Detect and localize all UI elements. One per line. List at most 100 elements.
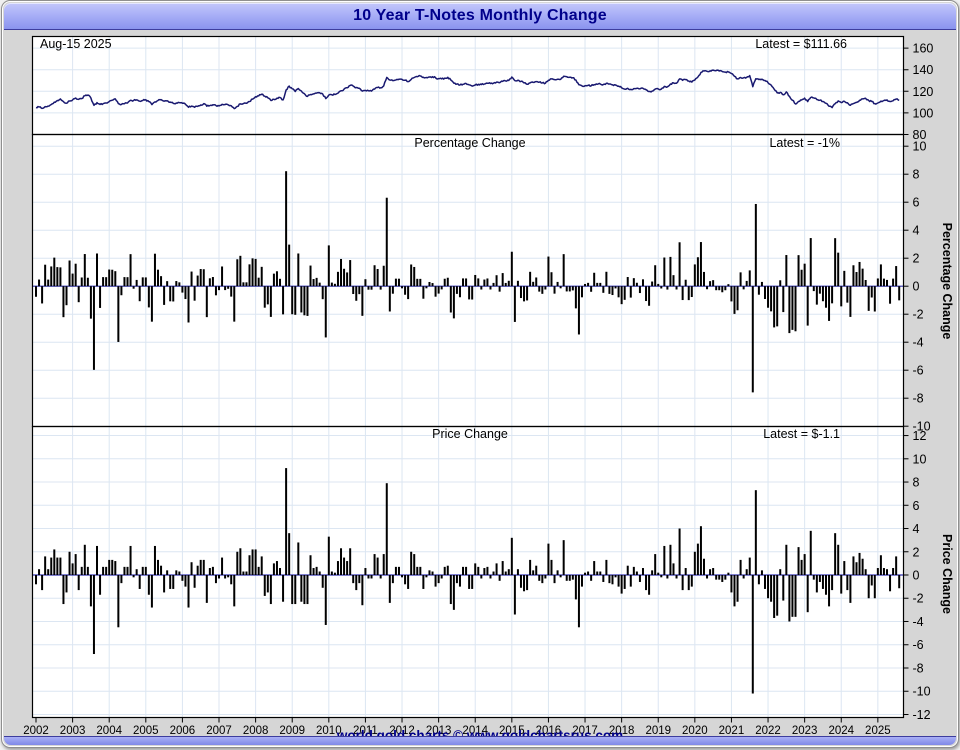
change-bar xyxy=(706,286,709,290)
change-bar xyxy=(425,286,428,289)
change-bar xyxy=(590,575,593,581)
x-axis-year-label: 2017 xyxy=(572,725,598,737)
change-bar xyxy=(407,575,410,589)
change-bar xyxy=(144,566,147,575)
change-bar xyxy=(794,575,797,617)
change-bar xyxy=(730,286,733,302)
change-bar xyxy=(248,555,251,575)
change-bar xyxy=(74,263,77,287)
change-bar xyxy=(150,286,153,322)
change-bar xyxy=(867,286,870,311)
change-bar xyxy=(629,575,632,587)
change-bar xyxy=(623,575,626,589)
change-bar xyxy=(260,266,263,287)
change-bar xyxy=(327,245,330,287)
change-bar xyxy=(221,557,224,575)
change-bar xyxy=(651,570,654,575)
change-bar xyxy=(474,563,477,575)
change-bar xyxy=(553,286,556,294)
change-bar xyxy=(748,270,751,287)
change-bar xyxy=(782,575,785,601)
change-bar xyxy=(431,571,434,575)
change-bar xyxy=(779,280,782,287)
change-bar xyxy=(760,570,763,575)
change-bar xyxy=(776,575,779,616)
change-bar xyxy=(123,566,126,575)
change-bar xyxy=(608,286,611,294)
x-axis-year-label: 2013 xyxy=(426,725,452,737)
change-bar xyxy=(373,265,376,287)
change-bar xyxy=(797,255,800,287)
y-tick-label: 0 xyxy=(913,569,920,583)
change-bar xyxy=(157,269,160,287)
change-bar xyxy=(132,575,135,578)
change-bar xyxy=(660,286,663,289)
change-bar xyxy=(699,242,702,287)
change-bar xyxy=(452,575,455,610)
change-bar xyxy=(541,286,544,294)
change-bar xyxy=(239,548,242,575)
change-bar xyxy=(83,544,86,575)
change-bar xyxy=(767,575,770,599)
change-bar xyxy=(44,556,47,575)
change-bar xyxy=(80,277,83,287)
change-bar xyxy=(709,569,712,575)
change-bar xyxy=(593,561,596,575)
change-bar xyxy=(205,575,208,603)
x-axis-year-label: 2007 xyxy=(206,725,232,737)
change-bar xyxy=(391,286,394,294)
change-bar xyxy=(376,268,379,287)
change-bar xyxy=(721,286,724,293)
change-bar xyxy=(102,277,105,287)
change-bar xyxy=(349,548,352,575)
x-axis-year-label: 2010 xyxy=(316,725,342,737)
change-bar xyxy=(843,270,846,287)
change-bar xyxy=(120,286,123,296)
change-bar xyxy=(495,275,498,287)
x-axis-year-label: 2016 xyxy=(536,725,562,737)
change-bar xyxy=(309,265,312,287)
change-bar xyxy=(681,575,684,591)
y-tick-label: -8 xyxy=(913,661,924,675)
change-bar xyxy=(635,571,638,575)
change-bar xyxy=(513,575,516,615)
change-bar xyxy=(333,283,336,287)
change-bar xyxy=(507,280,510,287)
change-bar xyxy=(885,569,888,575)
y-tick-label: 140 xyxy=(913,63,934,77)
change-bar xyxy=(196,275,199,287)
change-bar xyxy=(236,551,239,575)
change-bar xyxy=(449,575,452,605)
y-tick-label: -2 xyxy=(913,308,924,322)
change-bar xyxy=(898,575,901,589)
change-bar xyxy=(251,258,254,287)
y-tick-label: -12 xyxy=(913,708,931,722)
change-bar xyxy=(648,575,651,595)
change-bar xyxy=(696,257,699,287)
change-bar xyxy=(41,575,44,591)
change-bar xyxy=(275,561,278,575)
change-bar xyxy=(230,575,233,585)
change-bar xyxy=(288,533,291,575)
change-bar xyxy=(852,556,855,575)
change-bar xyxy=(437,575,440,584)
change-bar xyxy=(800,269,803,287)
change-bar xyxy=(53,549,56,575)
change-bar xyxy=(291,575,294,605)
change-bar xyxy=(297,253,300,287)
change-bar xyxy=(794,286,797,332)
change-bar xyxy=(117,286,120,342)
change-bar xyxy=(425,575,428,578)
change-bar xyxy=(626,277,629,287)
change-bar xyxy=(190,271,193,287)
change-bar xyxy=(132,286,135,289)
change-bar xyxy=(489,286,492,290)
change-bar xyxy=(477,278,480,287)
change-bar xyxy=(745,280,748,287)
y-tick-label: 10 xyxy=(913,452,927,466)
price-line xyxy=(35,69,900,110)
change-bar xyxy=(166,281,169,287)
change-bar xyxy=(123,277,126,287)
change-bar xyxy=(675,286,678,290)
change-bar xyxy=(248,264,251,287)
